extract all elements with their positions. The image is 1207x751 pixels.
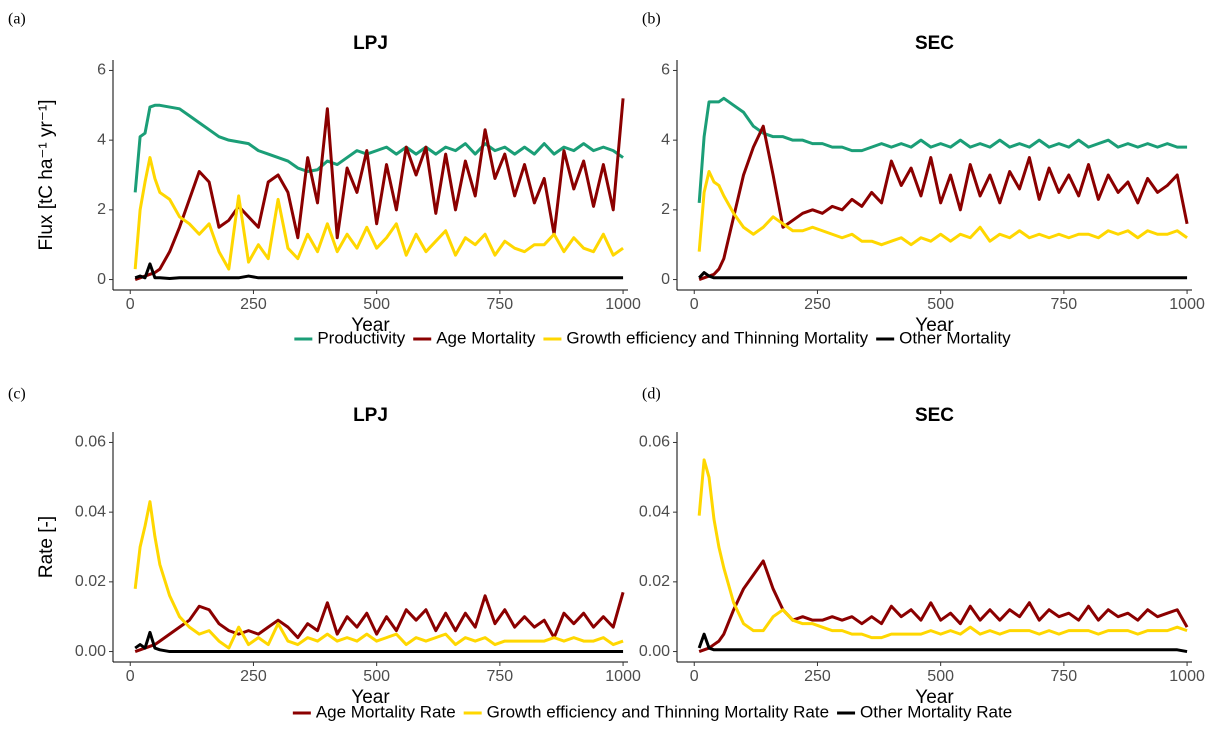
series-line [698, 124, 1189, 281]
series-line [134, 98, 625, 281]
series-line [133, 156, 624, 271]
y-tick-label: 0.02 [639, 573, 670, 590]
x-tick-label: 750 [1051, 296, 1078, 313]
legend-label: Age Mortality [436, 328, 536, 347]
panel-title: SEC [915, 405, 954, 426]
panel-label: (b) [642, 11, 661, 28]
y-tick-label: 2 [97, 201, 106, 218]
panel-title: SEC [915, 33, 954, 54]
y-tick-label: 4 [661, 131, 670, 148]
series-line [134, 630, 624, 654]
y-tick-label: 4 [97, 131, 106, 148]
x-tick-label: 750 [487, 668, 514, 685]
panel-label: (d) [642, 386, 661, 403]
y-tick-label: 0.06 [639, 434, 670, 451]
y-tick-label: 0.04 [75, 503, 106, 520]
y-tick-label: 6 [97, 62, 106, 79]
y-tick-label: 0.04 [639, 503, 670, 520]
legend-label: Other Mortality [899, 328, 1011, 347]
series-line [134, 591, 625, 653]
legend-label: Growth efficiency and Thinning Mortality… [487, 702, 829, 721]
y-tick-label: 0.02 [75, 573, 106, 590]
x-tick-label: 500 [363, 296, 390, 313]
series-line [697, 458, 1188, 640]
x-tick-label: 0 [126, 296, 135, 313]
y-tick-label: 0.00 [75, 643, 106, 660]
x-tick-label: 1000 [605, 296, 641, 313]
panel-title: LPJ [353, 33, 388, 54]
x-tick-label: 0 [690, 296, 699, 313]
series-line [134, 262, 624, 280]
x-axis-label: Year [351, 315, 390, 336]
y-axis-label: Flux [tC ha⁻¹ yr⁻¹] [36, 100, 57, 251]
legend-label: Growth efficiency and Thinning Mortality [566, 328, 868, 347]
series-line [697, 170, 1188, 252]
y-tick-label: 0.06 [75, 434, 106, 451]
y-tick-label: 0 [661, 271, 670, 288]
x-tick-label: 750 [1051, 668, 1078, 685]
x-tick-label: 250 [240, 668, 267, 685]
x-axis-label: Year [351, 687, 390, 708]
y-axis-label: Rate [-] [36, 516, 57, 578]
x-tick-label: 1000 [605, 668, 641, 685]
x-tick-label: 1000 [1169, 668, 1205, 685]
y-tick-label: 6 [661, 62, 670, 79]
x-tick-label: 500 [363, 668, 390, 685]
panel-label: (c) [8, 386, 26, 403]
panel-title: LPJ [353, 405, 388, 426]
legend-label: Productivity [317, 328, 405, 347]
y-tick-label: 2 [661, 201, 670, 218]
legend-label: Other Mortality Rate [860, 702, 1012, 721]
x-tick-label: 0 [126, 668, 135, 685]
x-tick-label: 500 [927, 296, 954, 313]
x-tick-label: 0 [690, 668, 699, 685]
legend: Age Mortality Rate Growth efficiency and … [292, 702, 1012, 721]
x-tick-label: 250 [804, 296, 831, 313]
x-tick-label: 750 [487, 296, 514, 313]
x-tick-label: 1000 [1169, 296, 1205, 313]
series-line [698, 559, 1189, 653]
x-axis-label: Year [915, 315, 954, 336]
x-tick-label: 250 [240, 296, 267, 313]
x-axis-label: Year [915, 687, 954, 708]
legend: Productivity Age Mortality Growth efficien… [294, 328, 1011, 347]
x-tick-label: 500 [927, 668, 954, 685]
y-tick-label: 0 [97, 271, 106, 288]
y-tick-label: 0.00 [639, 643, 670, 660]
x-tick-label: 250 [804, 668, 831, 685]
series-line [697, 632, 1188, 654]
series-line [133, 500, 624, 650]
series-line [698, 271, 1188, 280]
panel-label: (a) [8, 11, 26, 28]
legend-label: Age Mortality Rate [316, 702, 456, 721]
